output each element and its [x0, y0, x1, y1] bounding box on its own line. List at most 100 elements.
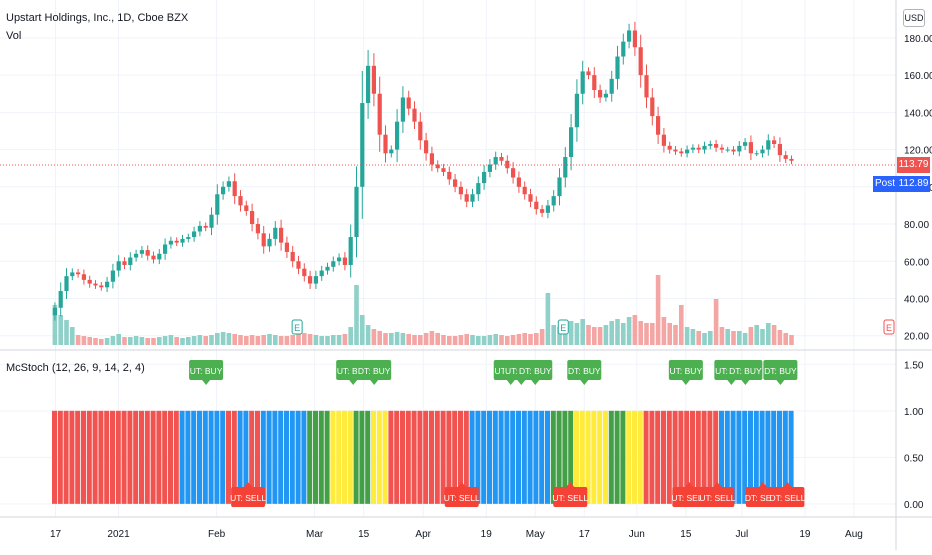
mcstoch-bar: [429, 410, 434, 504]
earnings-marker-label: E: [560, 323, 566, 333]
mcstoch-bar: [562, 410, 568, 504]
volume-bar: [771, 325, 777, 345]
mcstoch-bar: [75, 410, 81, 504]
earnings-marker-box: [557, 319, 569, 335]
mcstoch-bar: [237, 410, 243, 504]
mcstoch-bar: [533, 410, 539, 504]
mcstoch-bar: [272, 410, 278, 504]
candle-body: [511, 168, 516, 178]
mcstoch-bar: [655, 410, 661, 504]
candle-body: [441, 168, 446, 172]
buy-signal-label: DT: BUY: [358, 366, 391, 376]
buy-signal-label: DT: BUY: [519, 366, 552, 376]
volume-bar: [104, 338, 110, 345]
buy-signal-pointer: [202, 380, 211, 385]
buy-signal-pointer: [727, 380, 736, 385]
mcstoch-bar: [545, 410, 550, 504]
sell-signal-pointer: [783, 482, 792, 487]
mcstoch-bar: [777, 410, 782, 504]
buy-signal-box: [518, 360, 553, 380]
volume-bar: [580, 319, 585, 345]
mcstoch-bar: [371, 410, 376, 504]
volume-bar: [87, 337, 92, 345]
candle-body: [476, 183, 481, 195]
mcstoch-bar: [440, 410, 446, 504]
volume-bar: [499, 335, 504, 345]
volume-bar: [325, 336, 330, 345]
candle-body: [215, 194, 220, 215]
volume-bar: [510, 335, 516, 345]
candle-body: [667, 145, 672, 150]
candle-body: [284, 242, 289, 252]
volume-bar: [180, 338, 185, 345]
buy-signal-label: UT: BUY: [670, 366, 703, 376]
mcstoch-bar: [197, 410, 202, 504]
mcstoch-bar: [608, 410, 614, 504]
volume-bar: [551, 325, 556, 345]
volume-bar: [389, 333, 394, 345]
volume-bar: [128, 337, 133, 345]
indicator-tick-label: 0.50: [904, 453, 924, 464]
volume-label[interactable]: Vol: [6, 30, 22, 42]
currency-button[interactable]: USD: [903, 9, 925, 27]
candle-body: [377, 93, 382, 135]
volume-bar: [371, 329, 377, 345]
candle-body: [569, 127, 574, 158]
volume-bar: [313, 335, 319, 345]
volume-bar: [783, 333, 788, 345]
indicator-tick-label: 0.00: [904, 500, 924, 511]
mcstoch-bar: [336, 410, 342, 504]
volume-bar: [528, 334, 533, 345]
mcstoch-bar: [318, 410, 324, 504]
indicator-label[interactable]: McStoch (12, 26, 9, 14, 2, 4): [6, 362, 145, 374]
mcstoch-bar: [69, 410, 75, 504]
candle-body: [168, 240, 173, 245]
candle-body: [708, 144, 713, 146]
volume-bar: [319, 336, 324, 345]
volume-bar: [75, 335, 81, 345]
mcstoch-bar: [498, 410, 504, 504]
mcstoch-bar: [672, 410, 678, 504]
time-tick-label: 15: [358, 529, 370, 540]
buy-signal: UT: BUY: [189, 360, 224, 385]
volume-bar: [435, 333, 440, 345]
candle-body: [627, 30, 632, 42]
price-tick-label: 60.00: [904, 257, 929, 268]
mcstoch-bar: [394, 410, 400, 504]
volume-bar: [226, 333, 232, 345]
volume-bar: [609, 321, 614, 345]
candle-body: [557, 177, 562, 197]
mcstoch-bar: [127, 410, 133, 504]
post-label: Post: [873, 176, 897, 192]
candle-body: [58, 291, 63, 308]
sell-signal-label: DT: SELL: [745, 493, 781, 503]
candle-body: [139, 250, 144, 254]
candle-body: [192, 231, 197, 238]
mcstoch-bar: [278, 410, 284, 504]
volume-bar: [249, 335, 255, 345]
candle-body: [348, 237, 353, 265]
candle-body: [777, 144, 782, 156]
candle-body: [267, 238, 272, 247]
volume-bar: [307, 334, 313, 345]
mcstoch-bar: [156, 410, 162, 504]
volume-bar: [394, 332, 400, 345]
time-tick-label: 19: [799, 529, 811, 540]
candle-body: [540, 209, 545, 213]
price-tick-label: 140.00: [904, 108, 932, 119]
chart-title: Upstart Holdings, Inc., 1D, Cboe BZX: [6, 12, 189, 24]
candle-body: [696, 147, 701, 150]
candle-body: [412, 108, 417, 122]
mcstoch-bar: [307, 410, 313, 504]
buy-signal: DT: BUY: [728, 360, 763, 385]
candle-body: [447, 171, 452, 180]
sell-signal: DT: SELL: [769, 482, 806, 507]
candle-body: [783, 155, 788, 159]
volume-bar: [586, 325, 591, 345]
volume-bar: [273, 335, 278, 345]
volume-bar: [168, 335, 174, 345]
mcstoch-bar: [365, 410, 371, 504]
candle-body: [673, 149, 678, 152]
mcstoch-bar: [713, 410, 719, 504]
